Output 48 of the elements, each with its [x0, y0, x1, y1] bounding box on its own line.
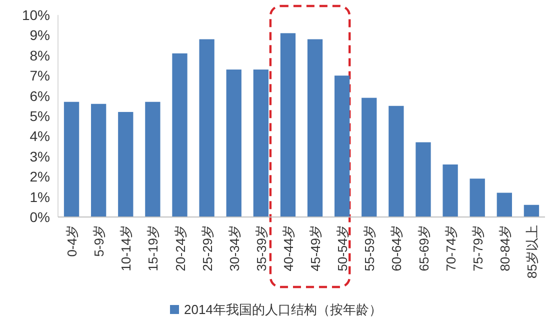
bar: [307, 39, 323, 217]
bar: [334, 76, 350, 217]
bar: [91, 104, 106, 217]
y-tick-label: 8%: [30, 47, 50, 64]
legend-label: 2014年我国的人口结构（按年龄）: [184, 302, 382, 317]
y-tick-label: 6%: [30, 88, 50, 104]
x-tick-label: 75-79岁: [470, 225, 486, 272]
y-tick-label: 7%: [30, 68, 50, 84]
x-tick-label: 25-29岁: [200, 225, 215, 272]
y-tick-label: 9%: [30, 27, 50, 44]
bar: [253, 70, 268, 217]
bar: [496, 192, 512, 217]
y-tick-label: 3%: [30, 148, 50, 164]
bar: [280, 33, 296, 217]
x-tick-label: 55-59岁: [362, 225, 378, 272]
y-tick-label: 2%: [30, 168, 50, 185]
bar: [199, 39, 214, 217]
x-tick-label: 0-4岁: [64, 225, 80, 257]
x-tick-label: 80-84岁: [497, 225, 512, 272]
bar: [172, 53, 188, 217]
y-tick-label: 10%: [22, 7, 50, 23]
bar: [524, 204, 540, 217]
y-tick-label: 1%: [30, 188, 50, 205]
x-tick-label: 85岁以上: [524, 225, 540, 278]
bar: [388, 106, 404, 217]
x-tick-label: 30-34岁: [226, 225, 242, 272]
bar: [442, 164, 458, 217]
bar: [416, 142, 431, 217]
y-tick-label: 4%: [30, 128, 50, 144]
x-tick-label: 40-44岁: [280, 225, 296, 272]
y-tick-label: 5%: [30, 108, 50, 124]
bar: [145, 102, 160, 217]
bar: [226, 70, 242, 217]
x-tick-label: 65-69岁: [416, 225, 432, 272]
x-tick-label: 35-39岁: [254, 225, 269, 272]
x-tick-label: 15-19岁: [146, 225, 161, 272]
x-tick-label: 45-49岁: [308, 225, 324, 272]
x-tick-label: 5-9岁: [92, 225, 107, 257]
x-tick-label: 70-74岁: [443, 225, 458, 272]
y-tick-label: 0%: [30, 209, 50, 225]
bar: [362, 98, 377, 217]
x-tick-label: 10-14岁: [118, 225, 134, 272]
bar: [118, 112, 134, 217]
bar: [64, 102, 80, 217]
x-tick-label: 50-54岁: [335, 225, 350, 272]
x-tick-label: 60-64岁: [389, 225, 404, 272]
bar: [470, 178, 485, 217]
x-tick-label: 20-24岁: [172, 225, 188, 272]
